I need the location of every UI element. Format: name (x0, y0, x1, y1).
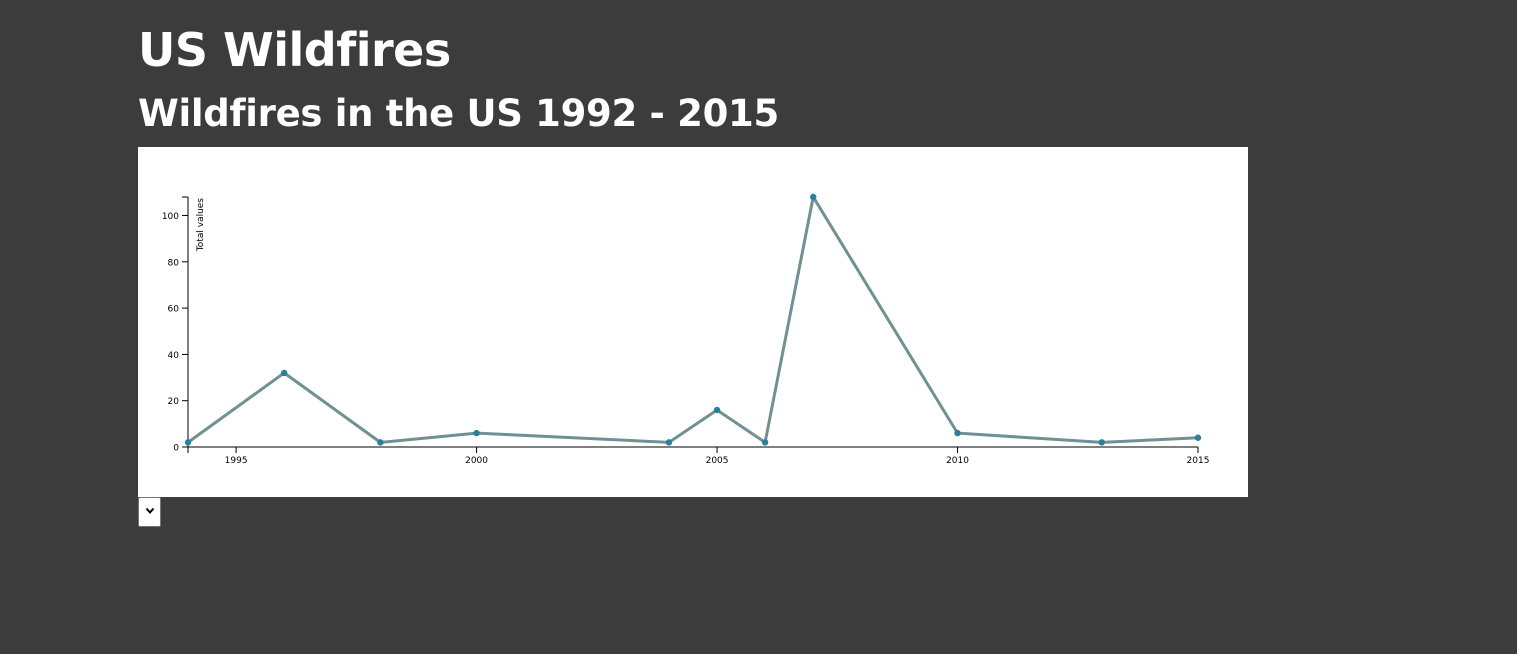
x-tick-label: 2005 (706, 456, 729, 466)
page-title: US Wildfires (138, 23, 451, 77)
x-tick-label: 2010 (946, 456, 969, 466)
y-tick-label: 40 (168, 351, 180, 361)
series-line (187, 192, 1199, 445)
data-point (1098, 439, 1106, 446)
data-point (713, 406, 721, 414)
x-tick-label: 2000 (465, 456, 488, 466)
y-tick-label: 20 (168, 397, 180, 407)
page-subtitle: Wildfires in the US 1992 - 2015 (138, 92, 779, 135)
y-axis-label: Total values (196, 198, 206, 252)
data-point (761, 439, 769, 446)
y-tick-label: 100 (162, 212, 179, 222)
data-point (1194, 434, 1202, 441)
data-point (954, 429, 961, 437)
chevron-down-icon (145, 507, 155, 515)
data-point (184, 439, 192, 446)
data-point (665, 439, 673, 446)
x-tick-label: 2015 (1187, 456, 1210, 466)
y-tick-label: 80 (168, 258, 180, 268)
data-point (377, 439, 384, 446)
data-point (473, 429, 480, 437)
data-point (810, 193, 817, 201)
data-point (280, 369, 288, 377)
y-tick-label: 0 (173, 444, 179, 454)
chart-container: 0 20 40 60 80 100 1995 2000 2005 2010 2015 Total va… (138, 147, 1248, 497)
x-tick-label: 1995 (225, 456, 248, 466)
y-tick-label: 60 (168, 305, 180, 315)
line-chart: 0 20 40 60 80 100 1995 2000 2005 2010 2015 Total va… (162, 192, 1210, 466)
year-select[interactable] (138, 497, 161, 527)
